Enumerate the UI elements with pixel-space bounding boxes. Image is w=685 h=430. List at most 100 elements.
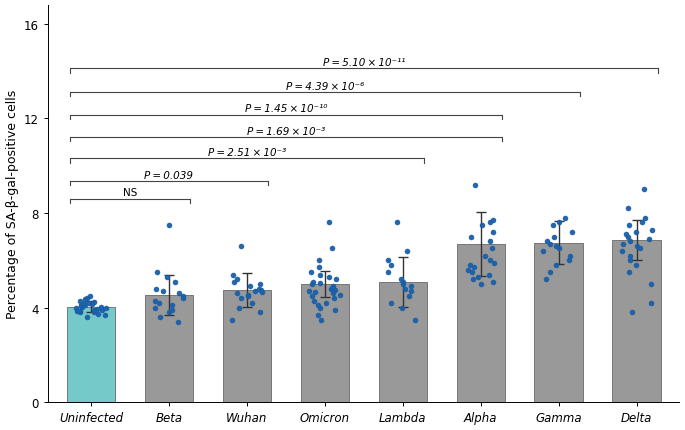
- Point: [473, 274, 484, 281]
- Point: [625, 252, 636, 259]
- Point: [545, 269, 556, 276]
- Point: [310, 289, 321, 296]
- Point: [99, 312, 110, 319]
- Point: [84, 300, 95, 307]
- Point: [469, 264, 479, 271]
- Point: [314, 271, 325, 278]
- Point: [75, 308, 86, 315]
- Bar: [612, 241, 661, 402]
- Point: [625, 257, 636, 264]
- Point: [467, 276, 478, 283]
- Point: [166, 307, 177, 314]
- Point: [331, 276, 342, 283]
- Point: [551, 243, 562, 250]
- Point: [79, 296, 90, 303]
- Bar: [223, 290, 271, 402]
- Point: [639, 215, 650, 221]
- Point: [488, 217, 499, 224]
- Point: [617, 241, 628, 248]
- Point: [92, 310, 103, 317]
- Point: [464, 262, 475, 269]
- Point: [314, 264, 325, 271]
- Point: [177, 295, 188, 302]
- Point: [485, 219, 496, 226]
- Point: [306, 281, 317, 288]
- Point: [253, 286, 264, 292]
- Point: [89, 298, 100, 305]
- Point: [469, 181, 480, 188]
- Point: [323, 274, 334, 281]
- Text: P = 1.45 × 10⁻¹⁰: P = 1.45 × 10⁻¹⁰: [245, 104, 327, 114]
- Bar: [456, 244, 505, 402]
- Point: [328, 283, 339, 290]
- Point: [466, 269, 477, 276]
- Point: [308, 298, 319, 304]
- Point: [488, 260, 499, 267]
- Point: [548, 233, 559, 240]
- Point: [551, 262, 562, 269]
- Point: [79, 302, 90, 309]
- Point: [97, 307, 108, 314]
- Text: P = 1.69 × 10⁻³: P = 1.69 × 10⁻³: [247, 126, 325, 136]
- Point: [232, 276, 243, 283]
- Point: [475, 281, 486, 288]
- Point: [545, 241, 556, 248]
- Point: [401, 248, 412, 255]
- Point: [329, 307, 340, 314]
- Point: [624, 238, 635, 245]
- Point: [645, 281, 656, 288]
- Point: [150, 298, 161, 304]
- Point: [541, 238, 552, 245]
- Point: [75, 309, 86, 316]
- Point: [406, 288, 416, 295]
- Point: [385, 262, 396, 269]
- Point: [321, 300, 332, 307]
- Point: [631, 243, 642, 250]
- Point: [79, 300, 90, 307]
- Point: [631, 262, 642, 269]
- Point: [315, 304, 326, 311]
- Point: [236, 295, 247, 302]
- Point: [304, 288, 315, 295]
- Point: [547, 222, 558, 229]
- Bar: [145, 295, 193, 402]
- Point: [646, 227, 657, 233]
- Point: [100, 304, 111, 311]
- Point: [72, 307, 83, 314]
- Point: [312, 312, 323, 319]
- Point: [84, 293, 95, 300]
- Point: [227, 271, 238, 278]
- Point: [96, 304, 107, 311]
- Point: [404, 293, 415, 300]
- Point: [242, 293, 253, 300]
- Point: [329, 295, 340, 302]
- Point: [255, 281, 266, 288]
- Point: [169, 279, 180, 286]
- Point: [392, 219, 403, 226]
- Text: NS: NS: [123, 188, 137, 198]
- Point: [247, 300, 258, 307]
- Point: [382, 269, 393, 276]
- Point: [173, 290, 184, 297]
- Point: [151, 286, 162, 292]
- Point: [386, 300, 397, 307]
- Point: [397, 304, 408, 311]
- Text: P = 4.39 × 10⁻⁶: P = 4.39 × 10⁻⁶: [286, 82, 364, 92]
- Point: [245, 283, 256, 290]
- Point: [623, 205, 634, 212]
- Point: [162, 274, 173, 281]
- Bar: [67, 307, 115, 402]
- Point: [488, 229, 499, 236]
- Point: [329, 287, 340, 294]
- Point: [308, 279, 319, 286]
- Point: [254, 309, 265, 316]
- Point: [149, 304, 160, 311]
- Point: [634, 246, 645, 252]
- Point: [158, 288, 169, 295]
- Point: [638, 186, 649, 193]
- Point: [553, 219, 564, 226]
- Point: [477, 222, 488, 229]
- Point: [227, 316, 238, 323]
- Point: [631, 229, 642, 236]
- Point: [74, 298, 85, 304]
